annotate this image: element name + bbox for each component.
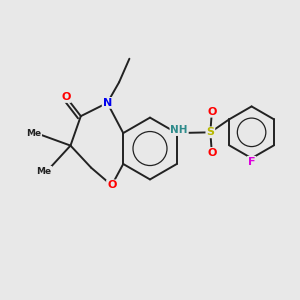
Text: Me: Me xyxy=(36,167,52,176)
Text: O: O xyxy=(207,148,217,158)
Text: NH: NH xyxy=(170,125,188,135)
Text: O: O xyxy=(207,107,217,117)
Text: O: O xyxy=(61,92,71,102)
Text: Me: Me xyxy=(26,129,41,138)
Text: S: S xyxy=(206,127,214,137)
Text: N: N xyxy=(103,98,112,108)
Text: F: F xyxy=(248,157,255,167)
Text: O: O xyxy=(107,180,116,190)
